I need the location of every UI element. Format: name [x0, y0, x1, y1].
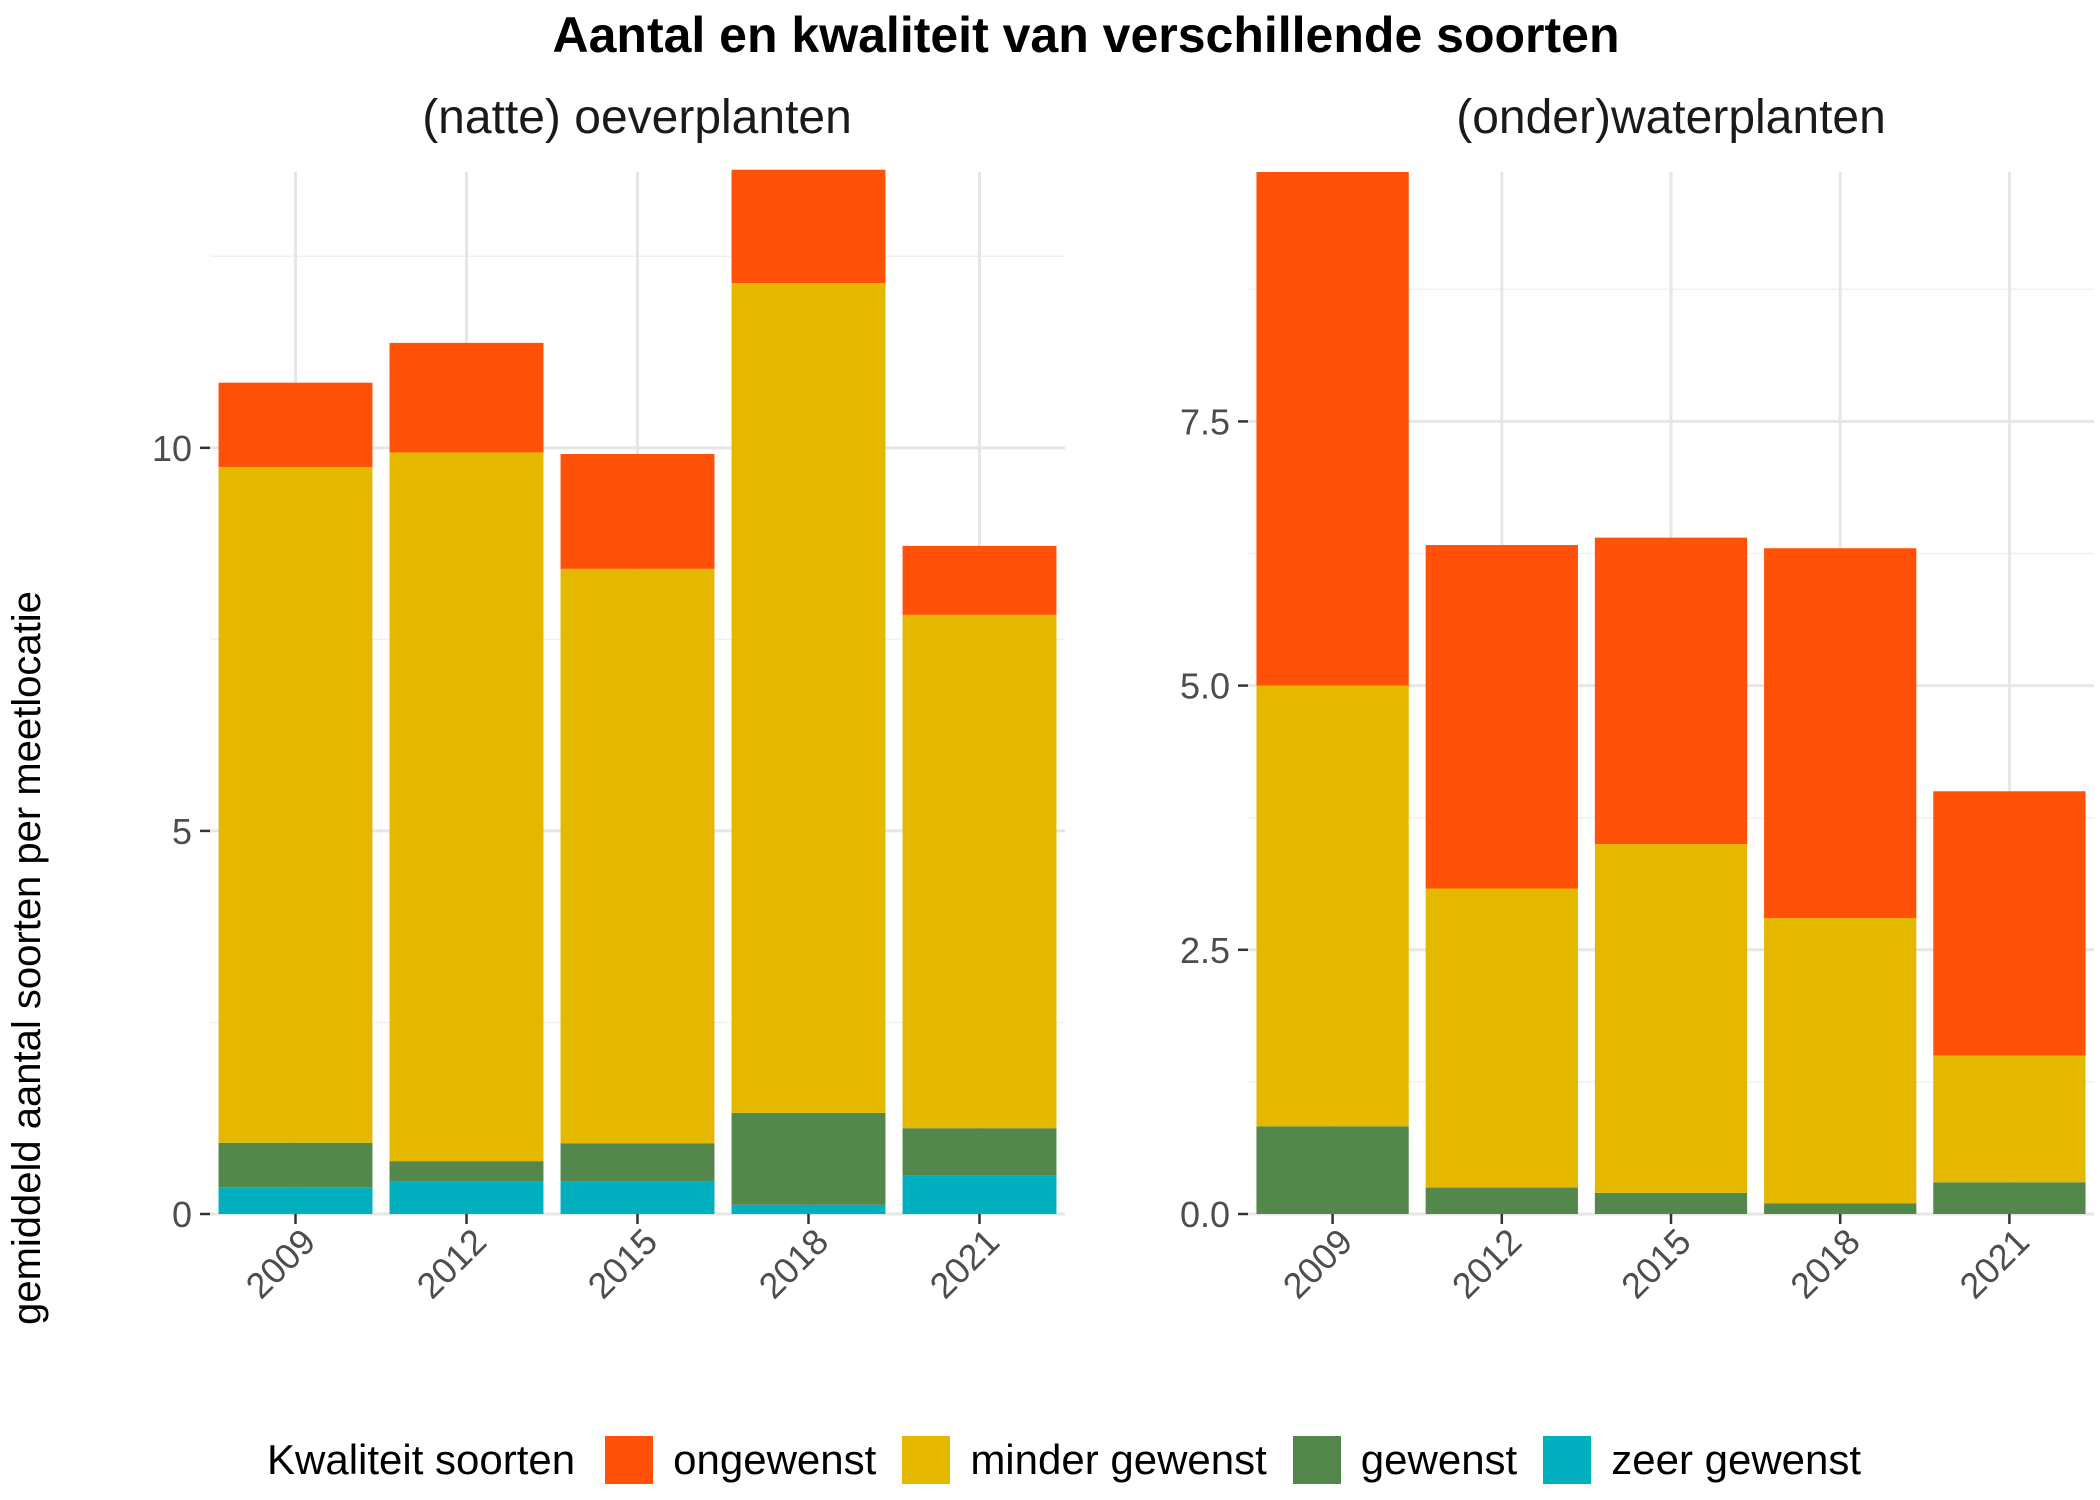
bar-zeer-gewenst-2015 — [560, 1181, 715, 1214]
x-tick-label: 2021 — [922, 1221, 1008, 1307]
bar-ongewenst-2009 — [1256, 172, 1409, 686]
bar-minder-gewenst-2012 — [1425, 888, 1578, 1188]
bar-minder-gewenst-2018 — [731, 283, 886, 1113]
y-axis-label: gemiddeld aantal soorten per meetlocatie — [5, 591, 49, 1325]
y-tick-label: 5.0 — [1180, 666, 1230, 707]
legend-swatch — [902, 1436, 951, 1484]
bar-gewenst-2012 — [1425, 1187, 1578, 1214]
bar-ongewenst-2012 — [1425, 545, 1578, 889]
x-tick-label: 2015 — [1613, 1221, 1699, 1307]
bar-ongewenst-2018 — [1764, 548, 1917, 919]
y-tick-label: 0 — [172, 1194, 192, 1235]
chart-title: Aantal en kwaliteit van verschillende so… — [552, 7, 1619, 63]
bar-zeer-gewenst-2021 — [902, 1175, 1057, 1214]
x-tick-label: 2018 — [751, 1221, 837, 1307]
x-tick-label: 2009 — [238, 1221, 324, 1307]
x-tick-label: 2018 — [1782, 1221, 1868, 1307]
bar-gewenst-2018 — [731, 1112, 886, 1205]
legend: Kwaliteit soorten ongewenst minder gewen… — [267, 1428, 1887, 1492]
panel-title: (onder)waterplanten — [1456, 91, 1886, 144]
bar-minder-gewenst-2015 — [1594, 844, 1748, 1193]
bar-ongewenst-2021 — [1933, 791, 2086, 1056]
y-tick-label: 5 — [172, 811, 192, 852]
panel-waterplanten: 0.0 2.5 5.0 7.5 2009 2012 2015 2018 2021 (onder)w… — [1180, 91, 2094, 1306]
y-tick-label: 10 — [152, 428, 192, 469]
x-tick-label: 2009 — [1275, 1221, 1361, 1307]
legend-item-minder-gewenst: minder gewenst — [902, 1436, 1267, 1484]
panel-title: (natte) oeverplanten — [422, 91, 852, 144]
x-tick-label: 2021 — [1951, 1221, 2037, 1307]
bar-ongewenst-2021 — [902, 545, 1057, 615]
legend-label: ongewenst — [673, 1436, 877, 1483]
bar-ongewenst-2018 — [731, 169, 886, 284]
bar-gewenst-2012 — [389, 1161, 544, 1182]
legend-label: zeer gewenst — [1611, 1436, 1862, 1483]
bar-minder-gewenst-2009 — [218, 466, 373, 1143]
legend-item-gewenst: gewenst — [1292, 1436, 1518, 1484]
legend-swatch — [605, 1436, 654, 1484]
bar-minder-gewenst-2015 — [560, 568, 715, 1144]
bar-gewenst-2015 — [560, 1143, 715, 1182]
bar-minder-gewenst-2009 — [1256, 685, 1409, 1127]
bar-minder-gewenst-2012 — [389, 452, 544, 1162]
bar-minder-gewenst-2021 — [1933, 1055, 2086, 1183]
bar-ongewenst-2009 — [218, 382, 373, 467]
bar-gewenst-2018 — [1764, 1203, 1917, 1214]
bar-minder-gewenst-2018 — [1764, 918, 1917, 1204]
legend-title: Kwaliteit soorten — [267, 1436, 576, 1483]
bar-ongewenst-2015 — [560, 453, 715, 569]
bar-gewenst-2009 — [1256, 1126, 1409, 1214]
y-tick-label: 2.5 — [1180, 930, 1230, 971]
bar-gewenst-2015 — [1594, 1192, 1748, 1214]
legend-label: gewenst — [1360, 1436, 1518, 1483]
legend-label: minder gewenst — [970, 1436, 1267, 1483]
legend-item-zeer-gewenst: zeer gewenst — [1543, 1436, 1861, 1484]
panel-oeverplanten: 0 5 10 2009 2012 2015 2018 2021 (natte) oeverpla… — [152, 91, 1065, 1306]
legend-item-ongewenst: ongewenst — [605, 1436, 876, 1484]
bar-minder-gewenst-2021 — [902, 614, 1057, 1129]
bar-zeer-gewenst-2009 — [218, 1187, 373, 1214]
y-tick-label: 7.5 — [1180, 401, 1230, 442]
x-tick-label: 2012 — [1444, 1221, 1530, 1307]
legend-swatch — [1543, 1436, 1592, 1484]
bar-zeer-gewenst-2012 — [389, 1181, 544, 1214]
bar-gewenst-2021 — [1933, 1182, 2086, 1214]
legend-swatch — [1292, 1436, 1341, 1484]
x-tick-label: 2012 — [409, 1221, 495, 1307]
y-tick-label: 0.0 — [1180, 1194, 1230, 1235]
bar-ongewenst-2015 — [1594, 537, 1748, 845]
bar-ongewenst-2012 — [389, 342, 544, 453]
bar-zeer-gewenst-2018 — [731, 1204, 886, 1214]
bar-gewenst-2021 — [902, 1128, 1057, 1176]
x-tick-label: 2015 — [580, 1221, 666, 1307]
bar-gewenst-2009 — [218, 1142, 373, 1188]
